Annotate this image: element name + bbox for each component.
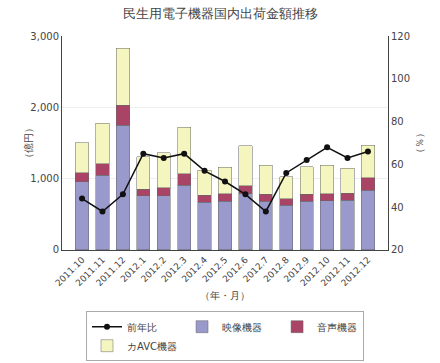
svg-text:2012.12: 2012.12 [339,255,372,288]
svg-text:60: 60 [391,159,404,170]
svg-text:40: 40 [391,202,404,213]
svg-text:2012.2: 2012.2 [139,255,168,284]
svg-text:2012.8: 2012.8 [262,255,292,285]
svg-text:1,000: 1,000 [30,173,59,184]
svg-text:2012.11: 2012.11 [319,255,352,288]
svg-text:映像機器: 映像機器 [222,322,262,333]
svg-text:2012.7: 2012.7 [241,255,270,284]
svg-text:2012.10: 2012.10 [298,255,332,289]
svg-text:2012.1: 2012.1 [119,255,148,284]
svg-text:音声機器: 音声機器 [317,322,357,333]
svg-text:前年比: 前年比 [127,322,157,333]
svg-text:カAVC機器: カAVC機器 [127,341,177,352]
svg-text:（億円）: （億円） [23,123,34,163]
svg-text:2011.11: 2011.11 [74,255,107,288]
svg-text:2012.9: 2012.9 [282,255,312,285]
svg-text:2,000: 2,000 [30,102,59,113]
svg-text:（年・月）: （年・月） [200,290,250,301]
svg-text:民生用電子機器国内出荷金額推移: 民生用電子機器国内出荷金額推移 [123,6,318,21]
svg-text:80: 80 [391,116,404,127]
svg-text:2011.12: 2011.12 [94,255,127,288]
svg-text:（％）: （％） [414,128,425,158]
svg-text:0: 0 [53,244,59,255]
svg-text:2012.3: 2012.3 [159,255,188,284]
svg-text:2012.6: 2012.6 [221,255,251,285]
svg-text:2012.4: 2012.4 [180,255,210,285]
svg-text:120: 120 [391,31,410,42]
svg-text:2012.5: 2012.5 [200,255,229,284]
svg-text:20: 20 [391,244,404,255]
svg-text:100: 100 [391,73,410,84]
svg-text:2011.10: 2011.10 [53,255,87,289]
svg-text:3,000: 3,000 [30,31,59,42]
